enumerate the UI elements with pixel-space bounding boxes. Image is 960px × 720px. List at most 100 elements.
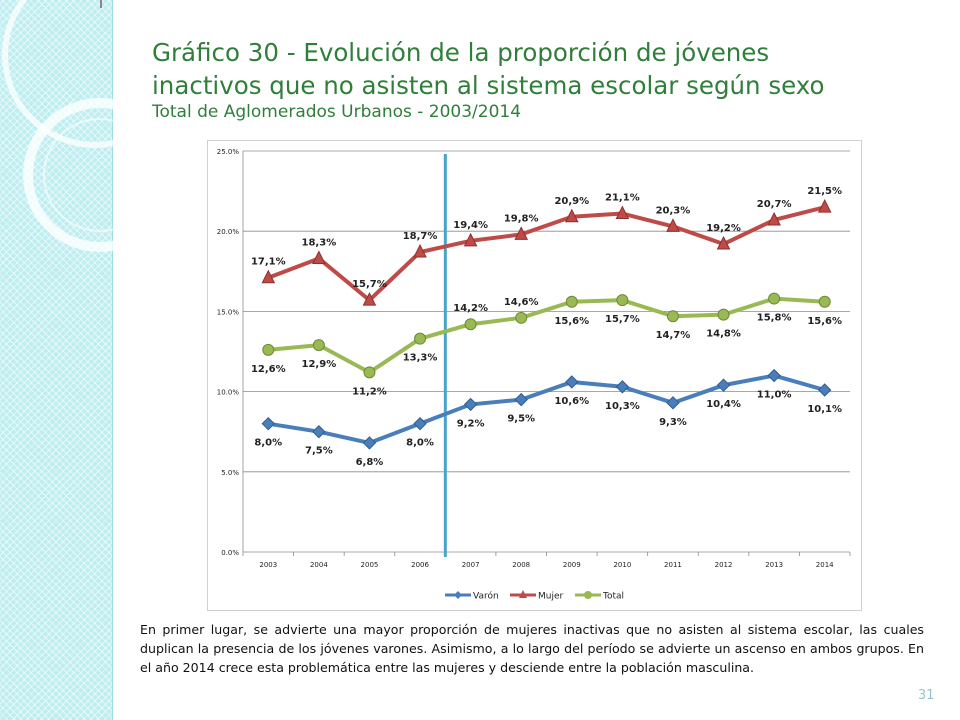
data-point	[514, 392, 528, 407]
y-tick-label: 10.0%	[217, 389, 240, 397]
data-point	[666, 218, 680, 232]
data-point	[463, 232, 478, 247]
legend-marker	[454, 591, 462, 599]
legend-entry: Mujer	[538, 592, 564, 602]
data-point	[312, 339, 325, 352]
data-label: 9,2%	[457, 418, 485, 429]
slide-title: Gráfico 30 - Evolución de la proporción …	[152, 36, 912, 122]
data-point	[818, 383, 832, 397]
data-point	[615, 205, 630, 220]
legend-marker	[519, 590, 527, 598]
slide-subtitle: Total de Aglomerados Urbanos - 2003/2014	[152, 102, 522, 122]
x-tick-label: 2004	[310, 561, 328, 569]
data-label: 19,8%	[504, 213, 539, 224]
data-label: 11,0%	[757, 390, 792, 401]
data-label: 21,5%	[807, 186, 842, 197]
data-point	[716, 235, 731, 250]
data-point	[565, 375, 579, 389]
data-label: 15,8%	[757, 313, 792, 324]
data-point	[564, 208, 579, 223]
legend-marker	[584, 591, 592, 599]
data-label: 8,0%	[406, 438, 434, 449]
decorative-rings	[2, 0, 188, 252]
data-label: 15,6%	[554, 316, 589, 327]
x-tick-label: 2014	[816, 561, 834, 569]
sidebar-top-line	[100, 0, 102, 8]
data-point	[818, 295, 831, 308]
data-point	[716, 378, 731, 392]
x-tick-label: 2011	[664, 561, 682, 569]
data-point	[514, 226, 529, 240]
data-point	[616, 294, 629, 307]
data-label: 11,2%	[352, 386, 387, 397]
data-label: 14,2%	[453, 303, 488, 314]
x-tick-label: 2009	[563, 561, 581, 569]
data-label: 19,4%	[453, 220, 488, 231]
y-tick-label: 5.0%	[221, 469, 239, 477]
x-tick-label: 2008	[512, 561, 530, 569]
data-label: 18,3%	[302, 237, 337, 248]
data-point	[666, 310, 679, 323]
data-point	[717, 308, 730, 321]
data-label: 10,1%	[807, 404, 842, 415]
data-label: 20,9%	[554, 196, 589, 207]
x-tick-label: 2005	[361, 561, 379, 569]
data-point	[615, 380, 630, 394]
y-tick-label: 25.0%	[217, 148, 240, 156]
data-point	[817, 199, 832, 213]
data-label: 7,5%	[305, 446, 333, 457]
data-point	[767, 211, 781, 226]
page-number: 31	[918, 688, 935, 703]
data-label: 9,3%	[659, 417, 687, 428]
data-label: 8,0%	[254, 438, 282, 449]
data-point	[414, 332, 427, 345]
data-point	[363, 366, 376, 379]
data-label: 9,5%	[507, 414, 535, 425]
data-point	[312, 250, 326, 264]
data-label: 12,9%	[302, 359, 337, 370]
data-point	[362, 292, 377, 306]
data-label: 21,1%	[605, 193, 640, 204]
chart-frame	[207, 140, 862, 611]
series-line-Mujer	[267, 205, 826, 303]
data-label: 18,7%	[403, 231, 438, 242]
data-point	[666, 396, 680, 410]
data-point	[261, 269, 276, 284]
x-tick-label: 2013	[765, 561, 783, 569]
series-line-Varón	[267, 373, 826, 445]
data-label: 12,6%	[251, 364, 286, 375]
y-tick-label: 20.0%	[217, 228, 240, 236]
data-label: 19,2%	[706, 223, 741, 234]
y-tick-label: 0.0%	[221, 549, 239, 557]
data-point	[413, 243, 427, 258]
data-point	[312, 424, 326, 439]
x-tick-label: 2010	[613, 561, 631, 569]
data-point	[515, 311, 528, 324]
data-point	[767, 368, 781, 383]
x-tick-label: 2003	[259, 561, 277, 569]
data-point	[413, 416, 427, 431]
data-label: 6,8%	[356, 457, 384, 468]
series-line-Total	[268, 296, 825, 375]
data-label: 10,6%	[554, 396, 589, 407]
data-label: 14,8%	[706, 329, 741, 340]
y-tick-label: 15.0%	[217, 308, 240, 316]
data-label: 14,6%	[504, 297, 539, 308]
data-label: 17,1%	[251, 257, 286, 268]
data-label: 15,7%	[352, 279, 387, 290]
data-label: 13,3%	[403, 353, 438, 364]
data-label: 14,7%	[656, 330, 691, 341]
data-point	[362, 436, 377, 450]
data-point	[768, 292, 781, 305]
legend-entry: Varón	[473, 591, 499, 602]
data-label: 20,3%	[656, 205, 691, 216]
x-tick-label: 2006	[411, 561, 429, 569]
data-point	[261, 416, 275, 431]
title-line-2: inactivos que no asisten al sistema esco…	[152, 71, 825, 100]
data-label: 10,3%	[605, 401, 640, 412]
data-point	[463, 397, 478, 412]
data-label: 15,7%	[605, 314, 640, 325]
x-tick-label: 2012	[715, 561, 733, 569]
x-tick-label: 2007	[462, 561, 480, 569]
line-chart: 0.0% 5.0% 10.0% 15.0% 20.0% 25.0% 2003 2004 2005…	[217, 148, 851, 602]
